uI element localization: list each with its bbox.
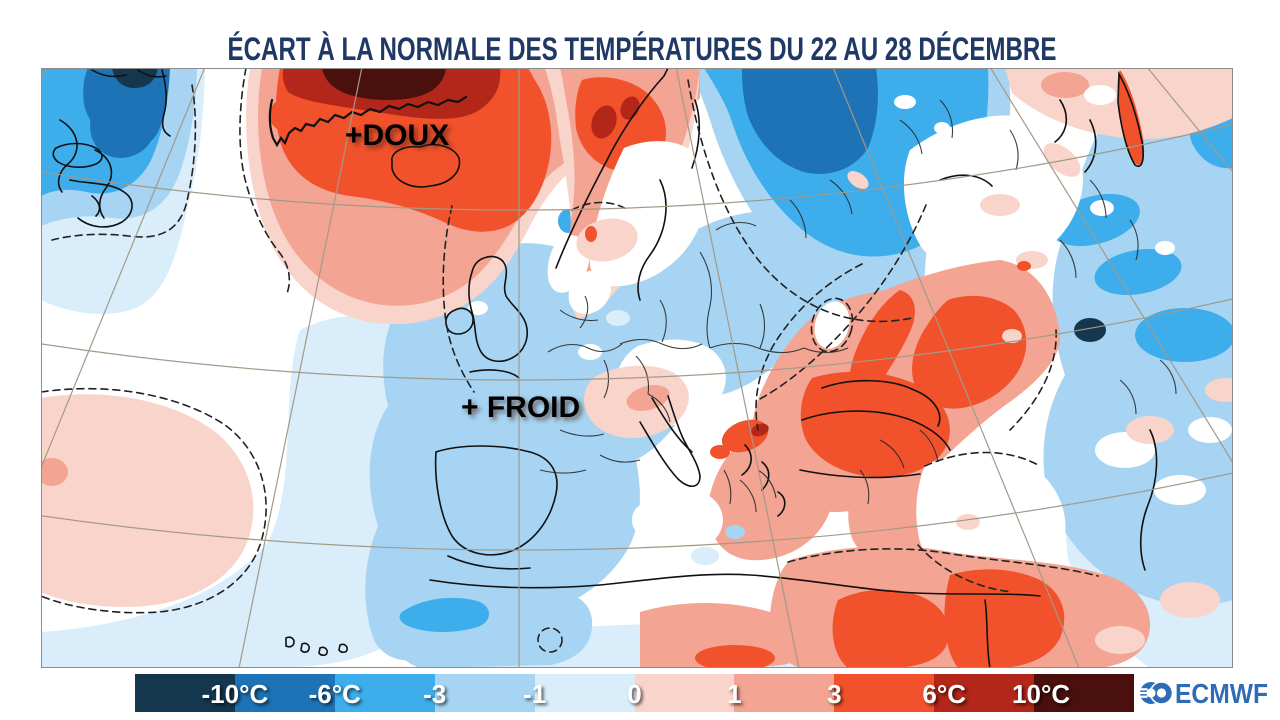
svg-text:ECMWF: ECMWF (1175, 680, 1268, 709)
